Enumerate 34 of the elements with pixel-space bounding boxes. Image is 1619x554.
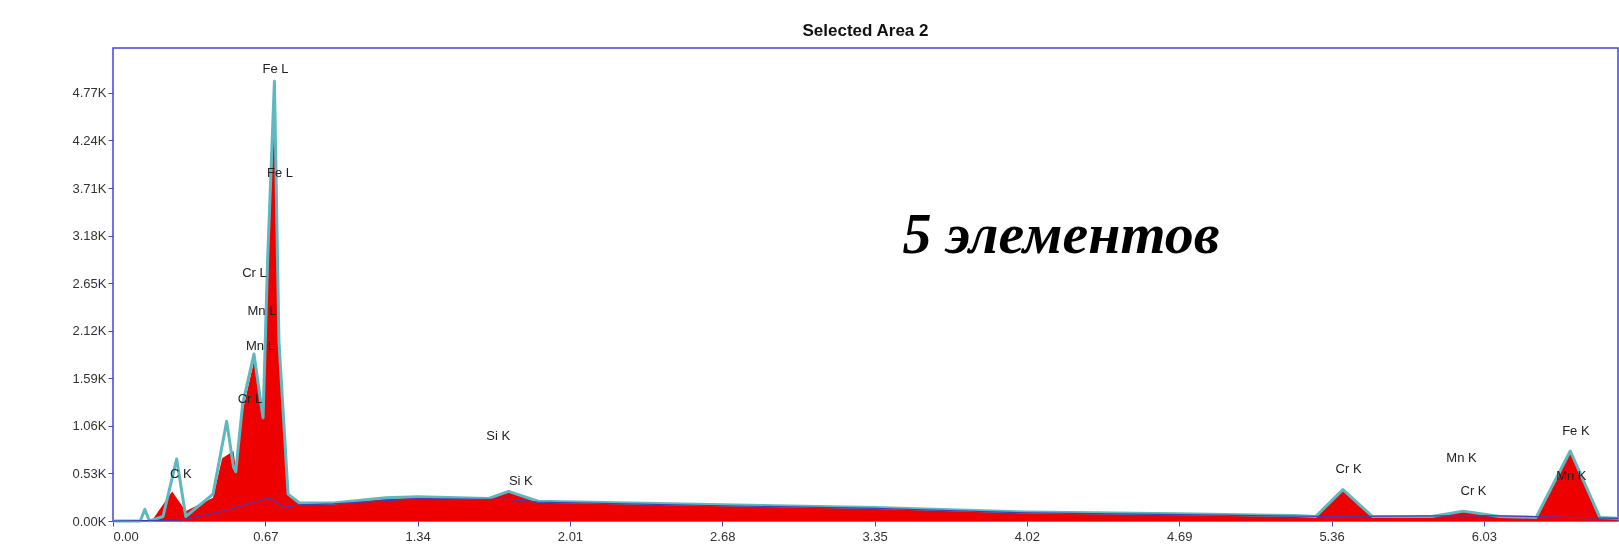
y-tick-label: 3.71K	[72, 180, 107, 196]
x-tick-label: 1.34	[405, 528, 431, 544]
y-tick-label: 4.24K	[72, 132, 107, 148]
y-tick-label: 2.65K	[72, 275, 107, 291]
annotation: Mn K	[1446, 450, 1477, 466]
x-tick-label: 3.35	[862, 528, 888, 544]
x-tick-label: 2.01	[557, 528, 584, 544]
line-series	[112, 497, 1619, 522]
x-tick-label: 0.67	[253, 528, 279, 544]
annotation: Si K	[486, 427, 511, 443]
y-tick-label: 1.06K	[72, 418, 107, 434]
annotation: Cr K	[1335, 460, 1362, 476]
x-tick-label: 0.00	[113, 528, 139, 544]
annotation: Mn L	[246, 337, 275, 353]
annotation: C K	[169, 466, 192, 482]
annotation: Cr K	[1460, 483, 1487, 499]
y-tick-label: 2.12K	[72, 323, 107, 339]
annotation: Mn L	[247, 302, 277, 318]
y-tick-label: 1.59K	[72, 370, 107, 386]
y-tick-label: 3.18K	[72, 228, 107, 244]
x-tick-label: 4.02	[1014, 528, 1041, 544]
x-tick-label: 2.68	[710, 528, 736, 544]
annotation: Fe K	[1562, 423, 1590, 439]
chart-title: Selected Area 2	[802, 21, 929, 40]
annotation: Fe L	[262, 60, 289, 76]
x-tick-label: 5.36	[1319, 528, 1345, 544]
annotation: Mn K	[1556, 468, 1587, 484]
y-tick-label: 0.00K	[72, 513, 107, 529]
y-tick-label: 0.53K	[72, 465, 107, 481]
annotation: 5 элементов	[902, 200, 1220, 266]
x-tick-label: 4.69	[1167, 528, 1193, 544]
annotation: Si K	[508, 472, 534, 488]
x-tick-label: 6.03	[1471, 528, 1498, 544]
y-tick-label: 4.77K	[72, 85, 107, 101]
